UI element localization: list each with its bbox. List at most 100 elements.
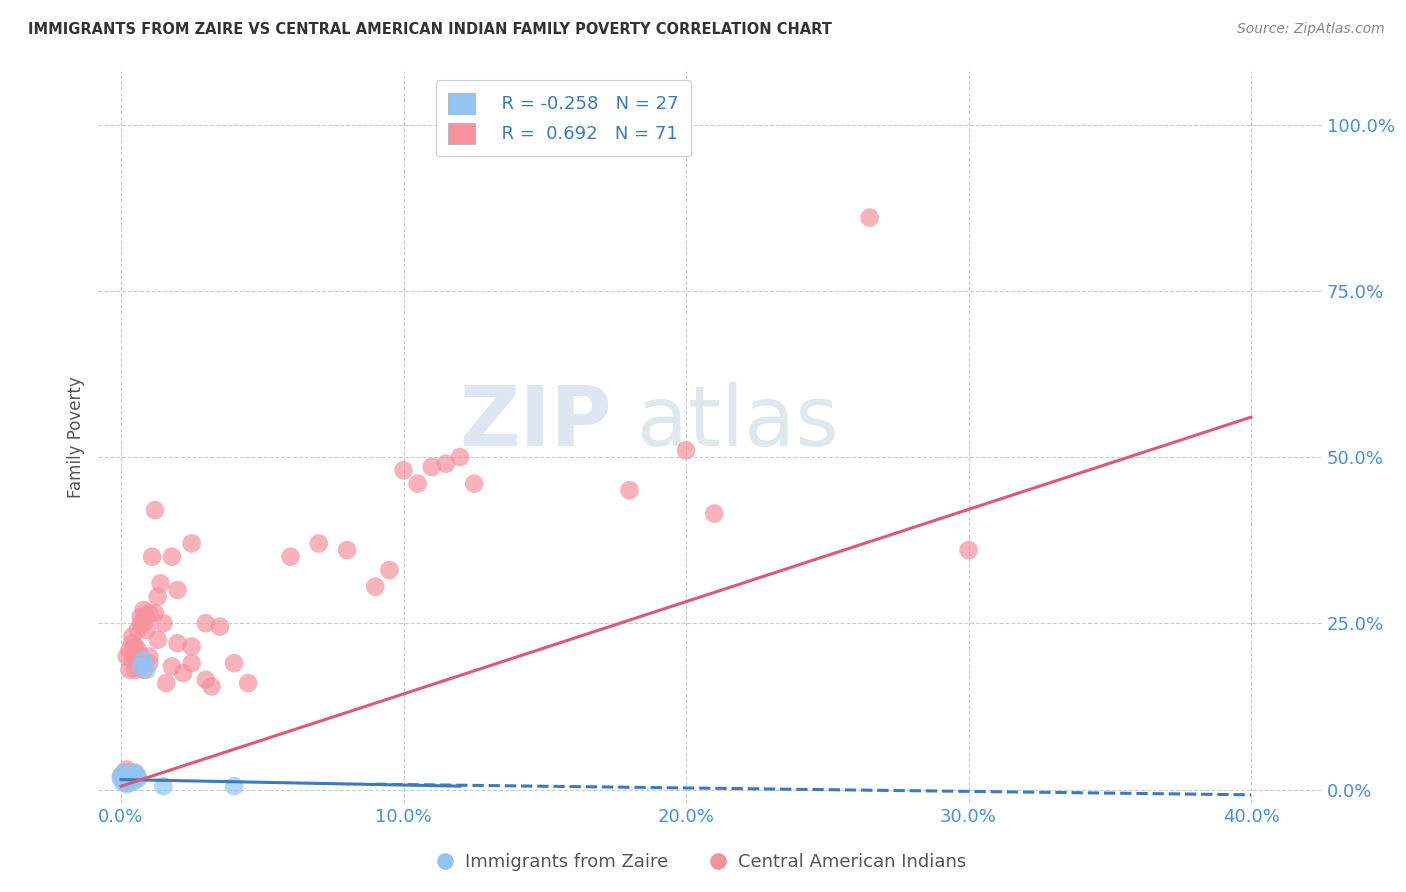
Point (180, 640, 202, 654)
Point (115, 768, 138, 782)
Point (110, 769, 132, 783)
Y-axis label: Family Poverty: Family Poverty (67, 376, 86, 498)
Point (121, 768, 143, 782)
Point (110, 772, 132, 787)
Point (118, 643, 141, 657)
Point (115, 763, 138, 777)
Point (364, 580, 387, 594)
Point (121, 769, 143, 783)
Point (180, 656, 202, 670)
Point (392, 463, 415, 477)
Point (124, 663, 146, 677)
Point (124, 640, 146, 654)
Point (208, 619, 231, 633)
Point (121, 653, 143, 667)
Point (115, 774, 138, 789)
Point (118, 776, 141, 790)
Point (115, 649, 138, 664)
Text: IMMIGRANTS FROM ZAIRE VS CENTRAL AMERICAN INDIAN FAMILY POVERTY CORRELATION CHAR: IMMIGRANTS FROM ZAIRE VS CENTRAL AMERICA… (28, 22, 832, 37)
Point (143, 607, 166, 621)
Point (112, 771, 135, 785)
Point (172, 666, 194, 681)
Point (135, 623, 157, 637)
Point (124, 765, 146, 780)
Legend:   R = -0.258   N = 27,   R =  0.692   N = 71: R = -0.258 N = 27, R = 0.692 N = 71 (436, 80, 690, 156)
Point (124, 649, 146, 664)
Point (118, 772, 141, 787)
Point (115, 777, 138, 791)
Point (160, 659, 183, 673)
Point (222, 779, 245, 793)
Point (200, 680, 222, 694)
Point (155, 676, 177, 690)
Point (118, 774, 141, 789)
Point (127, 772, 149, 786)
Point (138, 649, 160, 664)
Point (115, 772, 138, 787)
Point (112, 771, 135, 785)
Point (194, 616, 217, 631)
Point (152, 779, 174, 793)
Point (141, 549, 163, 564)
Point (957, 543, 980, 558)
Legend: Immigrants from Zaire, Central American Indians: Immigrants from Zaire, Central American … (432, 847, 974, 879)
Point (449, 450, 471, 464)
Text: Source: ZipAtlas.com: Source: ZipAtlas.com (1237, 22, 1385, 37)
Point (118, 765, 141, 780)
Point (160, 549, 183, 564)
Point (146, 590, 169, 604)
Point (121, 774, 143, 789)
Point (124, 769, 146, 783)
Point (143, 503, 166, 517)
Point (129, 609, 152, 624)
Point (152, 616, 174, 631)
Point (135, 663, 157, 677)
Point (420, 460, 443, 475)
Point (336, 543, 359, 558)
Point (121, 771, 143, 785)
Point (118, 663, 141, 677)
Point (166, 636, 188, 650)
Point (132, 616, 155, 631)
Point (132, 653, 155, 667)
Point (121, 636, 143, 650)
Point (132, 603, 155, 617)
Point (115, 772, 138, 787)
Point (132, 663, 155, 677)
Point (149, 576, 172, 591)
Point (138, 656, 160, 670)
Point (308, 536, 330, 550)
Point (127, 769, 149, 783)
Point (118, 772, 141, 786)
Point (859, 211, 882, 225)
Point (124, 772, 146, 787)
Point (194, 673, 217, 687)
Point (236, 676, 259, 690)
Point (127, 643, 149, 657)
Point (280, 549, 302, 564)
Point (619, 483, 641, 498)
Point (146, 632, 169, 647)
Point (180, 536, 202, 550)
Point (121, 630, 143, 644)
Point (115, 768, 138, 782)
Text: atlas: atlas (637, 382, 838, 463)
Point (127, 656, 149, 670)
Point (222, 656, 245, 670)
Point (406, 476, 429, 491)
Point (703, 507, 725, 521)
Point (129, 616, 152, 631)
Point (129, 659, 152, 673)
Point (127, 623, 149, 637)
Point (129, 649, 152, 664)
Point (675, 443, 697, 458)
Point (118, 769, 141, 783)
Point (112, 765, 135, 780)
Point (138, 607, 160, 621)
Point (463, 476, 485, 491)
Text: ZIP: ZIP (460, 382, 612, 463)
Point (135, 609, 157, 624)
Point (121, 772, 143, 787)
Point (110, 769, 132, 783)
Point (112, 776, 135, 790)
